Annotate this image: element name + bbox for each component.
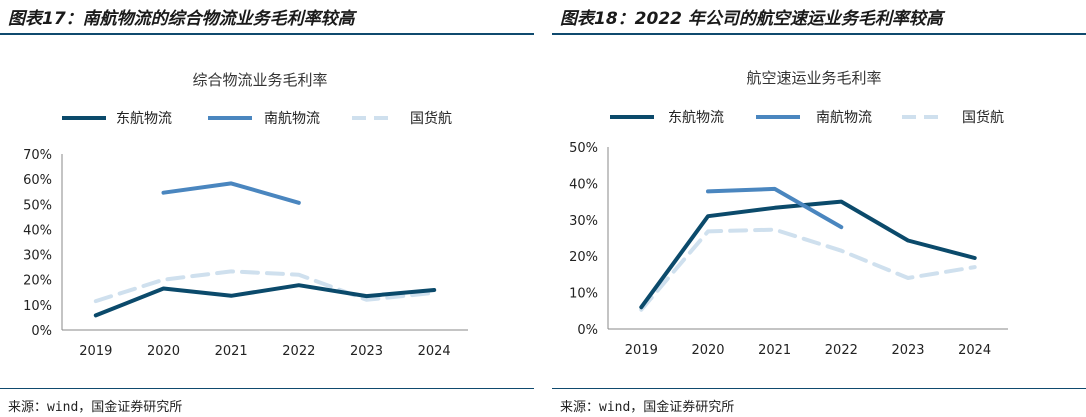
chart-title: 航空速运业务毛利率	[746, 69, 881, 87]
x-tick-label: 2019	[625, 343, 658, 358]
data-point-south	[773, 187, 777, 191]
data-point-east	[839, 200, 843, 204]
top-rule	[552, 33, 1086, 35]
y-tick-label: 30%	[569, 214, 598, 229]
data-point-cargo	[973, 265, 977, 269]
data-point-cargo	[365, 298, 369, 302]
y-tick-label: 20%	[23, 274, 52, 289]
data-point-east	[297, 283, 301, 287]
data-point-cargo	[94, 299, 98, 303]
y-tick-label: 60%	[23, 173, 52, 188]
x-tick-label: 2023	[891, 343, 924, 358]
y-tick-label: 0%	[31, 324, 52, 339]
source-note: 来源：wind，国金证券研究所	[560, 400, 735, 415]
legend-label-cargo: 国货航	[962, 109, 1004, 126]
legend-label-south: 南航物流	[264, 111, 320, 127]
y-tick-label: 40%	[569, 177, 598, 192]
y-tick-label: 70%	[23, 148, 52, 163]
panel-right: 图表18：2022 年公司的航空速运业务毛利率较高 航空速运业务毛利率东航物流 南…	[552, 0, 1086, 417]
figure-title: 图表17：南航物流的综合物流业务毛利率较高	[8, 9, 355, 29]
top-rule	[0, 33, 534, 35]
data-point-east	[365, 294, 369, 298]
x-tick-label: 2020	[691, 343, 724, 358]
x-tick-label: 2024	[958, 343, 991, 358]
data-point-east	[706, 214, 710, 218]
x-tick-label: 2022	[825, 343, 858, 358]
series-line-south	[161, 181, 301, 205]
data-point-east	[973, 256, 977, 260]
data-point-south	[229, 181, 233, 185]
data-point-south	[706, 189, 710, 193]
data-point-south	[297, 201, 301, 205]
x-tick-label: 2021	[215, 344, 248, 359]
series-line-cargo	[639, 227, 977, 312]
series-line-cargo	[93, 269, 437, 304]
data-point-east	[906, 239, 910, 243]
data-point-south	[839, 225, 843, 229]
bottom-rule	[0, 388, 534, 389]
data-point-cargo	[162, 278, 166, 282]
y-tick-label: 10%	[569, 287, 598, 302]
x-tick-label: 2020	[147, 344, 180, 359]
legend-label-south: 南航物流	[816, 110, 872, 126]
x-tick-label: 2019	[79, 344, 112, 359]
series-line-south	[706, 186, 844, 230]
data-point-east	[432, 288, 436, 292]
source-note: 来源：wind，国金证券研究所	[8, 400, 183, 415]
data-point-cargo	[839, 249, 843, 253]
bottom-rule	[552, 388, 1086, 389]
data-point-east	[639, 305, 643, 309]
data-point-east	[162, 287, 166, 291]
chart-title: 综合物流业务毛利率	[192, 71, 327, 89]
x-tick-label: 2024	[418, 344, 451, 359]
data-point-east	[229, 294, 233, 298]
y-tick-label: 30%	[23, 249, 52, 264]
data-point-cargo	[773, 228, 777, 232]
y-tick-label: 50%	[569, 141, 598, 156]
data-point-cargo	[297, 273, 301, 277]
x-tick-label: 2021	[758, 343, 791, 358]
legend-label-cargo: 国货航	[410, 110, 452, 127]
figure-title: 图表18：2022 年公司的航空速运业务毛利率较高	[560, 9, 943, 29]
series-line-east	[639, 199, 977, 310]
y-tick-label: 20%	[569, 250, 598, 265]
series-line-east	[93, 283, 437, 318]
y-tick-label: 40%	[23, 223, 52, 238]
legend-label-east: 东航物流	[668, 110, 724, 126]
y-tick-label: 50%	[23, 198, 52, 213]
x-tick-label: 2022	[282, 344, 315, 359]
legend-label-east: 东航物流	[116, 111, 172, 127]
y-tick-label: 10%	[23, 299, 52, 314]
data-point-east	[94, 313, 98, 317]
data-point-cargo	[906, 276, 910, 280]
x-tick-label: 2023	[350, 344, 383, 359]
data-point-cargo	[706, 229, 710, 233]
data-point-south	[162, 191, 166, 195]
panel-left: 图表17：南航物流的综合物流业务毛利率较高 综合物流业务毛利率东航物流 南航物流 国…	[0, 0, 534, 417]
y-tick-label: 0%	[577, 323, 598, 338]
data-point-cargo	[229, 269, 233, 273]
data-point-east	[773, 206, 777, 210]
